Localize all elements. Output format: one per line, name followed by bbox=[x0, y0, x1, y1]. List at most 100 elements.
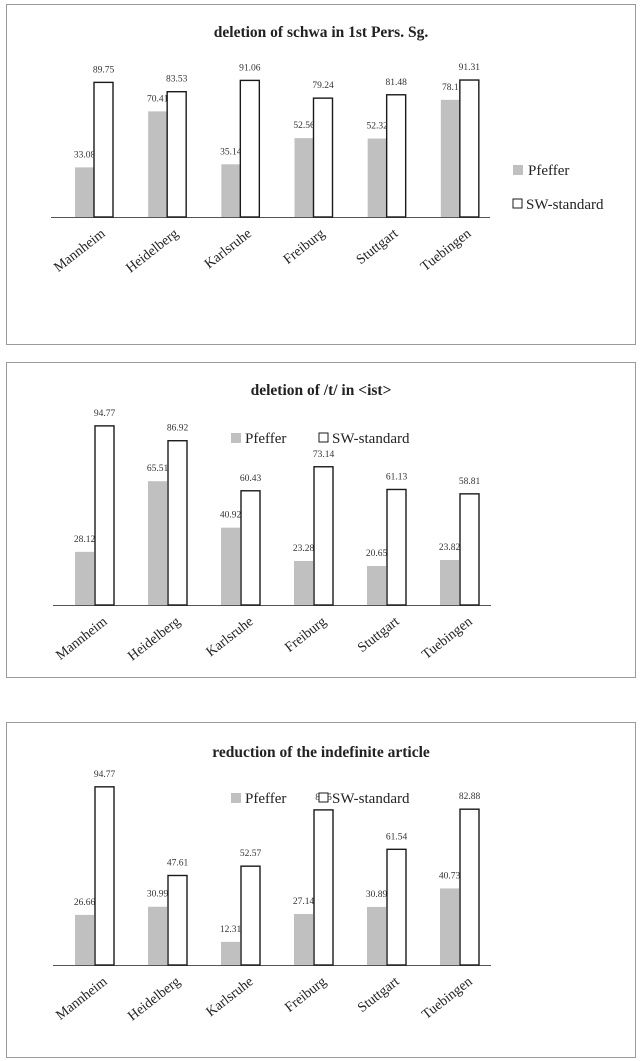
bar-sw-standard-mannheim bbox=[94, 425, 115, 606]
x-tick-label: Mannheim bbox=[53, 974, 110, 1023]
bar-pfeffer-stuttgart bbox=[367, 906, 386, 965]
data-label: 23.28 bbox=[293, 544, 315, 554]
data-label: 91.06 bbox=[239, 63, 261, 73]
bar-pfeffer-freiburg bbox=[294, 561, 313, 605]
bar-pfeffer-heidelberg bbox=[148, 906, 167, 965]
bar-sw-standard-karlsruhe bbox=[239, 79, 261, 218]
legend-label-sw-standard: SW-standard bbox=[526, 197, 604, 213]
data-label: 23.82 bbox=[439, 543, 461, 553]
bar-pfeffer-heidelberg bbox=[148, 111, 168, 217]
x-tick-label: Stuttgart bbox=[355, 974, 402, 1016]
bar-sw-standard-freiburg bbox=[313, 809, 334, 966]
data-label: 26.66 bbox=[74, 898, 96, 908]
x-tick-label: Stuttgart bbox=[355, 614, 402, 656]
bar-pfeffer-tuebingen bbox=[440, 99, 460, 217]
bar-sw-standard-tuebingen bbox=[459, 808, 480, 966]
bar-pfeffer-mannheim bbox=[75, 167, 94, 217]
bar-sw-standard-heidelberg bbox=[167, 440, 188, 606]
legend-label-pfeffer: Pfeffer bbox=[245, 791, 286, 807]
bar-sw-standard-mannheim bbox=[94, 786, 115, 966]
data-label: 94.77 bbox=[94, 409, 116, 419]
data-label: 94.77 bbox=[94, 770, 116, 780]
data-label: 82.88 bbox=[459, 792, 481, 802]
legend-swatch-sw-standard bbox=[318, 792, 329, 803]
x-tick-label: Freiburg bbox=[282, 614, 329, 655]
x-tick-label: Karlsruhe bbox=[202, 226, 255, 272]
data-label: 30.99 bbox=[147, 890, 169, 900]
data-label: 70.41 bbox=[147, 94, 169, 104]
bar-sw-standard-stuttgart bbox=[386, 488, 407, 606]
bar-sw-standard-heidelberg bbox=[166, 91, 187, 218]
bar-sw-standard-freiburg bbox=[313, 466, 334, 606]
legend-swatch-pfeffer bbox=[513, 165, 523, 175]
data-label: 52.32 bbox=[366, 122, 388, 132]
bar-pfeffer-tuebingen bbox=[440, 888, 459, 965]
data-label: 61.54 bbox=[386, 832, 408, 842]
x-tick-label: Freiburg bbox=[282, 974, 329, 1015]
bar-sw-standard-mannheim bbox=[93, 81, 114, 218]
bar-pfeffer-stuttgart bbox=[367, 565, 386, 605]
data-label: 58.81 bbox=[459, 477, 481, 487]
chart-title: reduction of the indefinite article bbox=[212, 744, 430, 761]
data-label: 52.57 bbox=[240, 849, 262, 859]
data-label: 60.43 bbox=[240, 474, 262, 484]
x-tick-label: Heidelberg bbox=[125, 974, 183, 1024]
x-tick-label: Mannheim bbox=[53, 614, 110, 663]
bar-sw-standard-tuebingen bbox=[459, 493, 480, 606]
data-label: 20.65 bbox=[366, 549, 388, 559]
legend-swatch-pfeffer bbox=[231, 433, 241, 443]
chart-title: deletion of schwa in 1st Pers. Sg. bbox=[214, 24, 429, 41]
chart-svg-schwa: deletion of schwa in 1st Pers. Sg. 33.08 8… bbox=[51, 24, 604, 276]
bar-sw-standard-karlsruhe bbox=[240, 490, 261, 606]
bar-sw-standard-heidelberg bbox=[167, 874, 188, 966]
legend-swatch-pfeffer bbox=[231, 793, 241, 803]
x-tick-label: Tuebingen bbox=[419, 614, 475, 662]
data-label: 30.89 bbox=[366, 890, 388, 900]
bar-sw-standard-stuttgart bbox=[385, 94, 407, 218]
x-tick-label: Heidelberg bbox=[124, 226, 182, 276]
bar-pfeffer-heidelberg bbox=[148, 481, 167, 605]
x-tick-label: Heidelberg bbox=[125, 614, 183, 664]
x-tick-label: Karlsruhe bbox=[204, 614, 257, 660]
data-label: 52.56 bbox=[293, 121, 315, 131]
bar-pfeffer-mannheim bbox=[75, 551, 94, 605]
x-tick-label: Stuttgart bbox=[354, 226, 401, 268]
x-tick-label: Karlsruhe bbox=[204, 974, 257, 1020]
x-tick-label: Tuebingen bbox=[418, 226, 474, 274]
chart-svg-article: reduction of the indefinite article 26.66… bbox=[53, 744, 491, 1024]
data-label: 28.12 bbox=[74, 535, 96, 545]
legend-label-sw-standard: SW-standard bbox=[332, 791, 410, 807]
bar-pfeffer-karlsruhe bbox=[221, 164, 241, 217]
bar-sw-standard-stuttgart bbox=[386, 848, 407, 966]
bar-pfeffer-stuttgart bbox=[367, 138, 387, 217]
chart-panel-schwa: deletion of schwa in 1st Pers. Sg. 33.08 8… bbox=[6, 4, 636, 345]
data-label: 81.48 bbox=[385, 78, 407, 88]
data-label: 65.51 bbox=[147, 464, 169, 474]
chart-panel-article: reduction of the indefinite article 26.66… bbox=[6, 722, 636, 1058]
bar-pfeffer-karlsruhe bbox=[221, 941, 240, 965]
data-label: 47.61 bbox=[167, 858, 189, 868]
bar-pfeffer-tuebingen bbox=[440, 559, 459, 605]
data-label: 86.92 bbox=[167, 424, 189, 434]
data-label: 40.73 bbox=[439, 871, 461, 881]
chart-title: deletion of /t/ in <ist> bbox=[251, 382, 392, 399]
data-label: 27.14 bbox=[293, 897, 315, 907]
data-label: 79.24 bbox=[312, 81, 334, 91]
data-label: 91.31 bbox=[459, 63, 481, 73]
bar-pfeffer-freiburg bbox=[294, 138, 314, 217]
bar-sw-standard-karlsruhe bbox=[240, 865, 261, 966]
data-label: 40.92 bbox=[220, 511, 242, 521]
legend-label-pfeffer: Pfeffer bbox=[245, 431, 286, 447]
x-tick-label: Mannheim bbox=[51, 226, 108, 275]
bar-sw-standard-freiburg bbox=[312, 97, 334, 218]
bar-pfeffer-freiburg bbox=[294, 913, 313, 965]
data-label: 89.75 bbox=[93, 65, 115, 75]
x-tick-label: Freiburg bbox=[281, 226, 328, 267]
bar-pfeffer-karlsruhe bbox=[221, 527, 240, 605]
chart-svg-ist: deletion of /t/ in <ist> 28.12 94.77 Mannhe… bbox=[53, 382, 491, 664]
x-tick-label: Tuebingen bbox=[419, 974, 475, 1022]
bar-sw-standard-tuebingen bbox=[459, 79, 480, 218]
bar-pfeffer-mannheim bbox=[75, 914, 94, 965]
data-label: 61.13 bbox=[386, 472, 408, 482]
legend-label-pfeffer: Pfeffer bbox=[528, 163, 569, 179]
